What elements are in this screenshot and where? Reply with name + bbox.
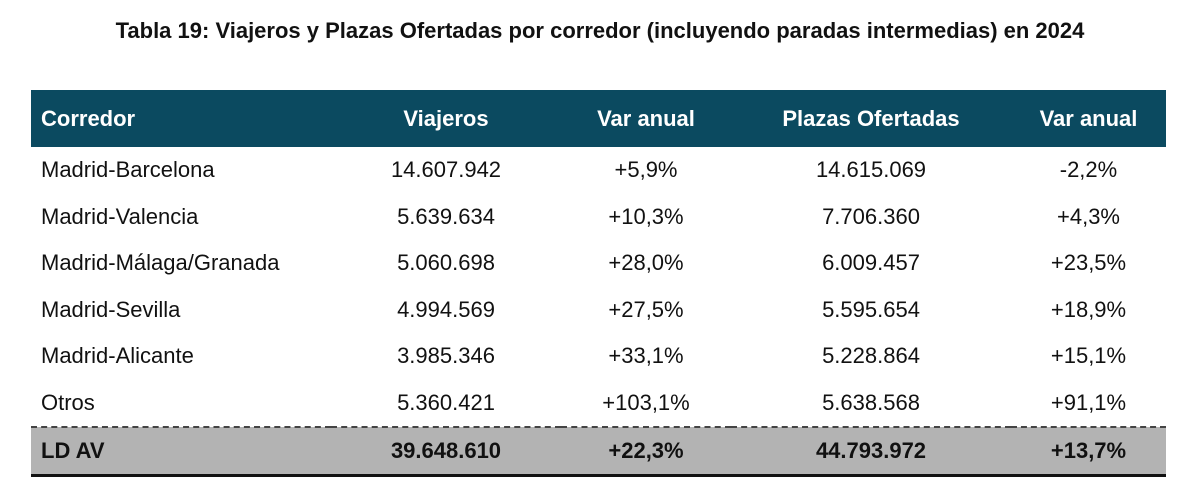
table-cell: 7.706.360 (822, 203, 920, 229)
table-row: Madrid-Málaga/Granada 5.060.698 +28,0% 6.00… (31, 240, 1166, 287)
table-cell: +91,1% (1050, 389, 1127, 415)
table-cell: Madrid-Sevilla (41, 296, 181, 322)
table-title: Tabla 19: Viajeros y Plazas Ofertadas po… (115, 18, 1085, 43)
table-cell: 5.228.864 (822, 343, 920, 369)
column-header: Plazas Ofertadas (731, 90, 1011, 147)
table-cell: +5,9% (614, 157, 678, 183)
table-cell: Madrid-Málaga/Granada (41, 250, 280, 276)
column-header: Viajeros (331, 90, 561, 147)
table-cell: +33,1% (608, 343, 684, 369)
table-row: Otros 5.360.421 +103,1% 5.638.568 +91,1% (31, 380, 1166, 428)
table-cell: 6.009.457 (822, 250, 920, 276)
column-header: Corredor (31, 90, 331, 147)
table-cell: 5.060.698 (397, 250, 495, 276)
table-cell: 14.615.069 (815, 157, 927, 183)
table-cell: +10,3% (608, 203, 684, 229)
total-row: LD AV 39.648.610 +22,3% 44.793.972 +13,7% (31, 426, 1166, 477)
table-cell: +13,7% (1011, 426, 1166, 477)
table-cell: +22,3% (561, 426, 731, 477)
table-cell: LD AV (31, 426, 331, 477)
table-row: Madrid-Valencia 5.639.634 +10,3% 7.706.360 +… (31, 194, 1166, 241)
table-row: Madrid-Barcelona 14.607.942 +5,9% 14.615.06… (31, 147, 1166, 194)
table-cell: +28,0% (608, 250, 684, 276)
table-cell: 44.793.972 (731, 426, 1011, 477)
table-cell: +4,3% (1057, 203, 1120, 229)
table-cell: 4.994.569 (397, 296, 495, 322)
column-header: Var anual (1011, 90, 1166, 147)
table-cell: -2,2% (1059, 157, 1118, 183)
table-cell: +23,5% (1050, 250, 1127, 276)
table-cell: Madrid-Barcelona (41, 157, 215, 183)
table-cell: +27,5% (608, 296, 684, 322)
table-cell: Madrid-Valencia (41, 203, 199, 229)
table-cell: 5.638.568 (822, 389, 920, 415)
table-cell: Madrid-Alicante (41, 343, 194, 369)
table-cell: +15,1% (1050, 343, 1127, 369)
table-cell: 3.985.346 (397, 343, 495, 369)
table-cell: +18,9% (1050, 296, 1127, 322)
table-row: Madrid-Alicante 3.985.346 +33,1% 5.228.864 +… (31, 333, 1166, 380)
column-header: Var anual (561, 90, 731, 147)
table-cell: 39.648.610 (331, 426, 561, 477)
table-cell: 14.607.942 (390, 157, 502, 183)
table-row: Madrid-Sevilla 4.994.569 +27,5% 5.595.654 +1… (31, 287, 1166, 334)
table-cell: 5.595.654 (822, 296, 920, 322)
header-row: Corredor Viajeros Var anual Plazas Ofert… (31, 90, 1166, 147)
table-cell: Otros (41, 389, 95, 415)
table-cell: 5.639.634 (397, 203, 495, 229)
table-cell: +103,1% (602, 389, 690, 415)
table-cell: 5.360.421 (397, 389, 495, 415)
corridor-table: Corredor Viajeros Var anual Plazas Ofert… (31, 90, 1166, 477)
